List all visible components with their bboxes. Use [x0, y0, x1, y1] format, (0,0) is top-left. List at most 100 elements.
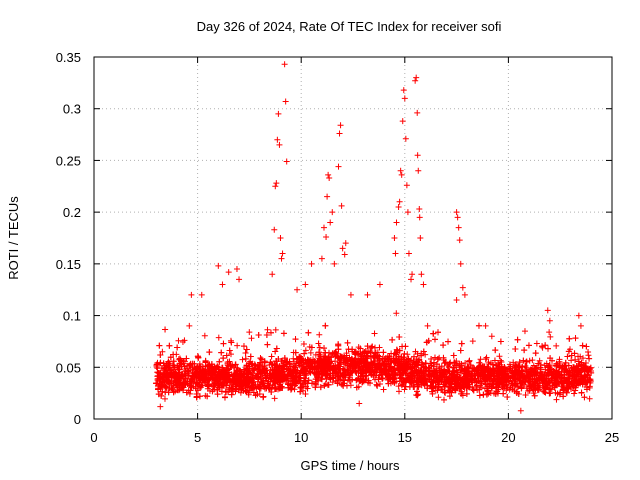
data-point — [197, 363, 204, 370]
data-point — [267, 329, 274, 336]
data-point — [493, 374, 500, 381]
data-point — [380, 386, 387, 393]
data-point — [242, 355, 249, 362]
data-point — [263, 331, 270, 338]
data-point — [568, 352, 575, 359]
data-point — [506, 365, 513, 372]
data-point — [162, 326, 169, 333]
data-point — [317, 384, 324, 391]
data-point — [330, 375, 337, 382]
data-point — [273, 345, 280, 352]
data-point — [393, 378, 400, 385]
data-point — [355, 356, 362, 363]
data-point — [355, 375, 362, 382]
data-point — [532, 350, 539, 357]
data-point — [529, 357, 536, 364]
data-point — [499, 367, 506, 374]
data-point — [368, 372, 375, 379]
data-point — [498, 359, 505, 366]
data-point — [393, 310, 400, 317]
data-point — [243, 346, 250, 353]
data-point — [483, 385, 490, 392]
data-point — [572, 356, 579, 363]
data-point — [297, 369, 304, 376]
data-point — [180, 358, 187, 365]
data-point — [215, 334, 222, 341]
data-point — [371, 344, 378, 351]
data-point — [476, 392, 483, 399]
data-point — [436, 367, 443, 374]
data-point — [451, 360, 458, 367]
data-point — [445, 338, 452, 345]
data-point — [300, 341, 307, 348]
data-points — [153, 61, 595, 414]
data-point — [571, 390, 578, 397]
data-point — [458, 388, 465, 395]
data-point — [549, 357, 556, 364]
data-point — [283, 365, 290, 372]
data-point — [458, 340, 465, 347]
data-point — [240, 343, 247, 350]
data-point — [209, 372, 216, 379]
data-point — [572, 387, 579, 394]
data-point — [473, 384, 480, 391]
data-point — [292, 349, 299, 356]
data-point — [438, 373, 445, 380]
data-point — [452, 381, 459, 388]
data-point — [172, 369, 179, 376]
data-point — [374, 382, 381, 389]
data-point — [279, 384, 286, 391]
data-point — [450, 352, 457, 359]
data-point — [518, 384, 525, 391]
data-point — [412, 348, 419, 355]
data-point — [582, 380, 589, 387]
data-point — [566, 335, 573, 342]
data-point — [557, 389, 564, 396]
data-point — [480, 369, 487, 376]
data-point — [196, 381, 203, 388]
data-point — [403, 361, 410, 368]
data-point — [179, 338, 186, 345]
data-point — [521, 347, 528, 354]
data-point — [373, 381, 380, 388]
data-point — [258, 378, 265, 385]
data-point — [335, 346, 342, 353]
data-point — [494, 368, 501, 375]
data-point — [243, 364, 250, 371]
data-point — [418, 352, 425, 359]
data-point — [221, 394, 228, 401]
data-point — [539, 344, 546, 351]
data-point — [344, 339, 351, 346]
data-point — [514, 369, 521, 376]
data-point — [268, 389, 275, 396]
data-point — [184, 362, 191, 369]
data-point — [442, 389, 449, 396]
data-point — [287, 386, 294, 393]
data-point — [377, 367, 384, 374]
data-point — [354, 350, 361, 357]
data-point — [176, 360, 183, 367]
data-point — [533, 364, 540, 371]
data-point — [258, 356, 265, 363]
data-point — [404, 356, 411, 363]
data-point — [565, 379, 572, 386]
data-point — [502, 368, 509, 375]
data-point — [163, 378, 170, 385]
data-point — [482, 356, 489, 363]
data-point — [223, 365, 230, 372]
data-point — [522, 363, 529, 370]
data-point — [227, 351, 234, 358]
data-point — [271, 395, 278, 402]
data-point — [268, 353, 275, 360]
data-point — [398, 382, 405, 389]
data-point — [386, 364, 393, 371]
data-point — [586, 355, 593, 362]
data-point — [507, 384, 514, 391]
data-point — [408, 380, 415, 387]
data-point — [183, 355, 190, 362]
data-point — [556, 364, 563, 371]
data-point — [205, 368, 212, 375]
data-point — [579, 342, 586, 349]
data-point — [492, 347, 499, 354]
data-point — [321, 382, 328, 389]
